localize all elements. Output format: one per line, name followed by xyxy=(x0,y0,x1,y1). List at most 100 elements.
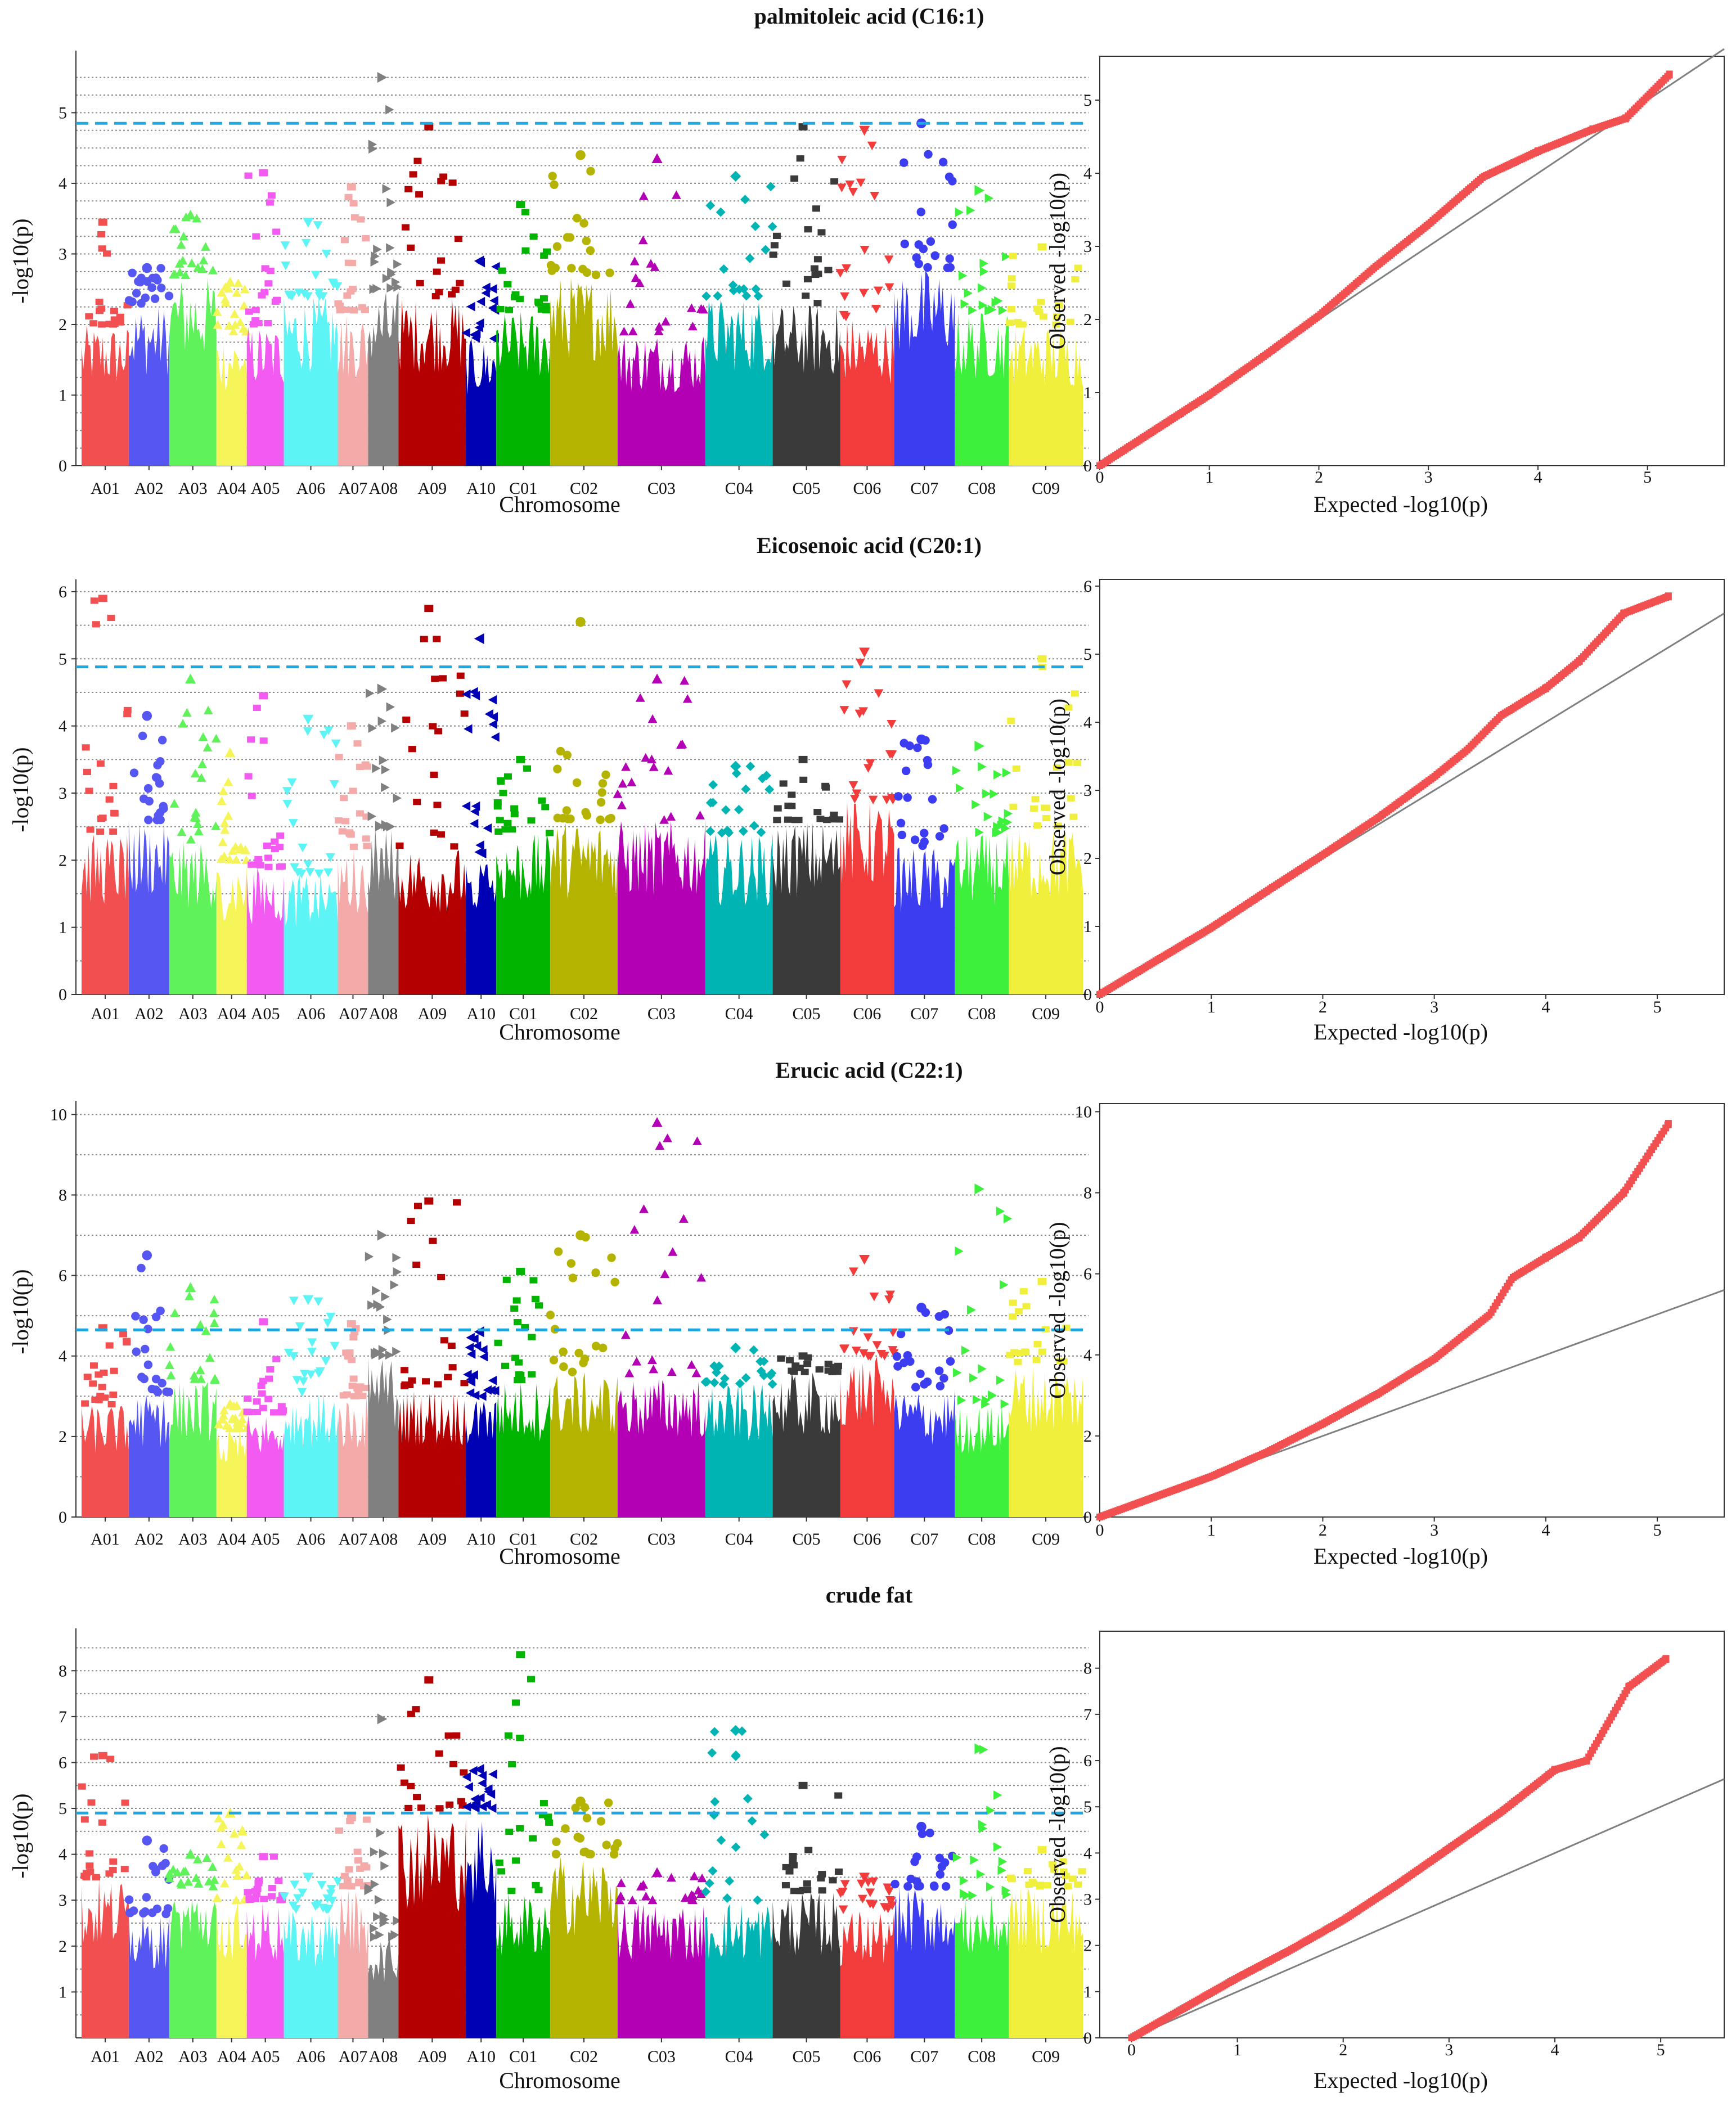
snp-point xyxy=(194,1879,204,1888)
x-tick-label: 1 xyxy=(1233,2041,1242,2059)
snp-peak xyxy=(974,740,985,752)
snp-point xyxy=(1050,1866,1058,1873)
snp-point xyxy=(253,704,261,711)
qq-frame xyxy=(1099,1103,1725,1518)
snp-point xyxy=(335,754,343,760)
snp-point xyxy=(261,265,269,272)
snp-point xyxy=(512,1699,520,1706)
snp-point xyxy=(859,289,869,298)
snp-point xyxy=(462,1802,471,1812)
snp-point xyxy=(1066,318,1074,325)
snp-point xyxy=(687,321,698,331)
y-tick-label: 4 xyxy=(1083,1346,1092,1365)
snp-point xyxy=(900,239,909,249)
chromosome-A06 xyxy=(284,1295,340,1517)
chromosome-A02 xyxy=(128,710,169,994)
snp-point xyxy=(444,1732,453,1739)
chromosome-A09 xyxy=(395,605,469,994)
snp-point xyxy=(134,277,143,286)
snp-point xyxy=(939,824,948,833)
snp-point xyxy=(209,1875,219,1884)
snp-point xyxy=(317,1881,327,1890)
snp-point xyxy=(298,843,308,853)
snp-point xyxy=(335,1827,343,1834)
snp-point xyxy=(350,1329,359,1336)
snp-point xyxy=(448,179,457,186)
snp-point xyxy=(702,1376,712,1387)
snp-point xyxy=(355,1880,363,1887)
snp-point xyxy=(546,1311,555,1320)
x-tick-label: 4 xyxy=(1541,998,1550,1016)
snp-point xyxy=(106,1756,115,1762)
x-tick-label: C02 xyxy=(570,2047,598,2066)
snp-point xyxy=(953,1367,962,1378)
qq-point xyxy=(1576,1233,1583,1241)
y-tick-label: 5 xyxy=(1083,645,1092,664)
snp-point xyxy=(367,1300,376,1310)
snp-point xyxy=(290,1880,300,1889)
x-tick-label: C09 xyxy=(1032,479,1060,498)
snp-point xyxy=(901,766,911,776)
snp-peak xyxy=(377,1230,388,1241)
snp-point xyxy=(678,1214,689,1223)
snp-point xyxy=(163,1904,173,1913)
snp-point xyxy=(930,1882,939,1891)
snp-point xyxy=(1002,768,1011,778)
snp-point xyxy=(1071,690,1079,697)
snp-point xyxy=(156,808,165,817)
snp-point xyxy=(330,1342,340,1351)
snp-point xyxy=(835,269,845,278)
snp-peak xyxy=(1037,1846,1047,1853)
snp-point xyxy=(349,843,358,850)
snp-point xyxy=(123,302,132,309)
snp-point xyxy=(616,1878,626,1887)
snp-point xyxy=(521,209,529,215)
snp-point xyxy=(314,292,325,301)
snp-point xyxy=(96,1393,105,1399)
snp-point xyxy=(90,597,98,604)
snp-point xyxy=(368,144,377,154)
x-tick-label: 4 xyxy=(1533,468,1542,487)
snp-point xyxy=(313,1900,323,1909)
snp-band xyxy=(246,1415,284,1517)
snp-point xyxy=(431,293,440,300)
snp-point xyxy=(773,817,781,823)
snp-point xyxy=(667,1367,677,1376)
snp-peak xyxy=(142,1250,152,1261)
snp-point xyxy=(368,723,377,733)
snp-point xyxy=(413,157,422,164)
snp-point xyxy=(930,251,939,260)
snp-point xyxy=(505,307,514,313)
snp-point xyxy=(264,320,272,327)
snp-point xyxy=(696,1889,706,1898)
snp-point xyxy=(646,259,656,268)
snp-point xyxy=(986,1882,995,1892)
snp-point xyxy=(501,826,510,833)
snp-point xyxy=(705,826,716,836)
snp-point xyxy=(884,255,894,264)
chromosome-A03 xyxy=(169,673,221,994)
snp-point xyxy=(488,1375,497,1385)
snp-point xyxy=(920,829,929,838)
snp-point xyxy=(1004,809,1013,818)
qq-point xyxy=(1589,125,1596,133)
snp-point xyxy=(209,1308,219,1317)
snp-point xyxy=(559,1362,568,1371)
snp-point xyxy=(910,1857,919,1866)
snp-band xyxy=(705,299,773,466)
snp-peak xyxy=(347,1813,356,1821)
snp-point xyxy=(618,778,628,788)
snp-point xyxy=(323,1318,332,1327)
snp-point xyxy=(741,1373,751,1383)
snp-point xyxy=(802,292,810,299)
snp-point xyxy=(98,321,106,328)
snp-peak xyxy=(474,255,484,267)
chromosome-A01 xyxy=(82,595,132,994)
snp-point xyxy=(884,1295,894,1304)
snp-point xyxy=(629,256,640,265)
snp-point xyxy=(813,300,822,307)
snp-point xyxy=(385,105,394,115)
snp-point xyxy=(460,710,469,717)
snp-point xyxy=(1059,1358,1068,1365)
snp-point xyxy=(741,291,752,301)
